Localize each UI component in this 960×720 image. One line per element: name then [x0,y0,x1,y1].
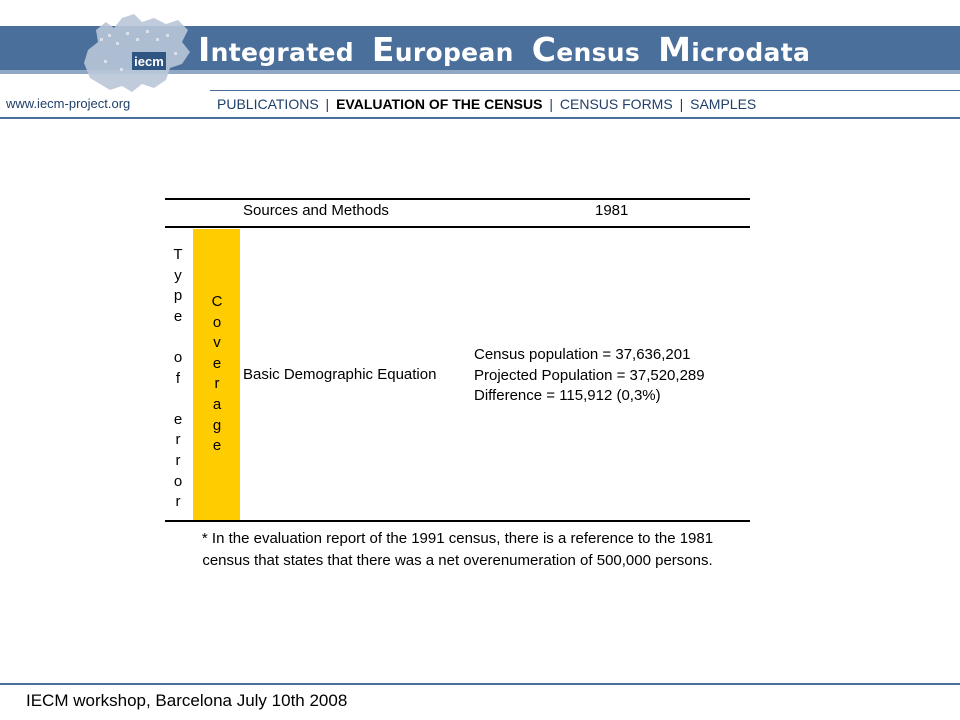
nav-divider-bottom [0,117,960,119]
nav-divider-top [210,90,960,91]
census-population: Census population = 37,636,201 [474,346,691,363]
difference: Difference = 115,912 (0,3%) [474,387,661,404]
nav-samples[interactable]: SAMPLES [690,96,757,112]
footer-text: IECM workshop, Barcelona July 10th 2008 [26,691,348,710]
nav-evaluation-of-the-census[interactable]: EVALUATION OF THE CENSUS [336,96,543,112]
vertical-letter: g [212,416,222,434]
vertical-letter: p [173,287,183,305]
vertical-letter [168,327,188,348]
header-year: 1981 [595,202,629,219]
vertical-letter: e [173,410,183,428]
title-word-3: Census [531,30,650,69]
nav-census-forms[interactable]: CENSUS FORMS [559,96,673,112]
vertical-letter: r [214,375,220,393]
title-word-4: Microdata [658,30,811,69]
vertical-letter: f [175,369,181,387]
header-sources-and-methods: Sources and Methods [243,202,389,219]
nav-separator: | [549,96,553,112]
vertical-letter: a [212,395,222,413]
table-rule-top [165,198,750,200]
title-word-1: Integrated [198,30,363,69]
projected-population: Projected Population = 37,520,289 [474,366,705,384]
site-title: Integrated European Census Microdata [198,30,810,70]
site-url-link[interactable]: www.iecm-project.org [6,96,131,111]
vertical-letter: r [175,431,181,449]
footer-divider [0,683,960,685]
table-rule-header [165,226,750,228]
top-nav: PUBLICATIONS | EVALUATION OF THE CENSUS … [217,96,756,112]
nav-publications[interactable]: PUBLICATIONS [217,96,319,112]
vertical-letter: e [212,354,222,372]
table-rule-bottom [165,520,750,522]
footnote-line-1: * In the evaluation report of the 1991 c… [201,530,714,547]
europe-map-logo: iecm [84,14,190,92]
vertical-letter: o [212,313,222,331]
vertical-letter: e [173,307,183,325]
logo-text: iecm [134,54,164,69]
vertical-letter: y [174,266,182,284]
footnote-line-2: census that states that there was a net … [202,551,713,569]
title-word-2: European [371,30,523,69]
nav-separator: | [325,96,330,112]
method-basic-demographic-equation: Basic Demographic Equation [243,366,437,383]
vertical-letter: C [211,293,223,310]
stats-cell: Census population = 37,636,201 Projected… [474,345,705,407]
vertical-letter: r [175,451,181,469]
vertical-letter: o [173,348,183,366]
vertical-letter: o [173,472,183,490]
footnote: * In the evaluation report of the 1991 c… [165,528,750,571]
vertical-letter: T [173,246,183,263]
vertical-letter [168,389,188,410]
vertical-letter: v [213,334,221,352]
vertical-letter: r [175,493,181,511]
nav-separator: | [679,96,684,112]
vertical-letter: e [212,437,222,455]
